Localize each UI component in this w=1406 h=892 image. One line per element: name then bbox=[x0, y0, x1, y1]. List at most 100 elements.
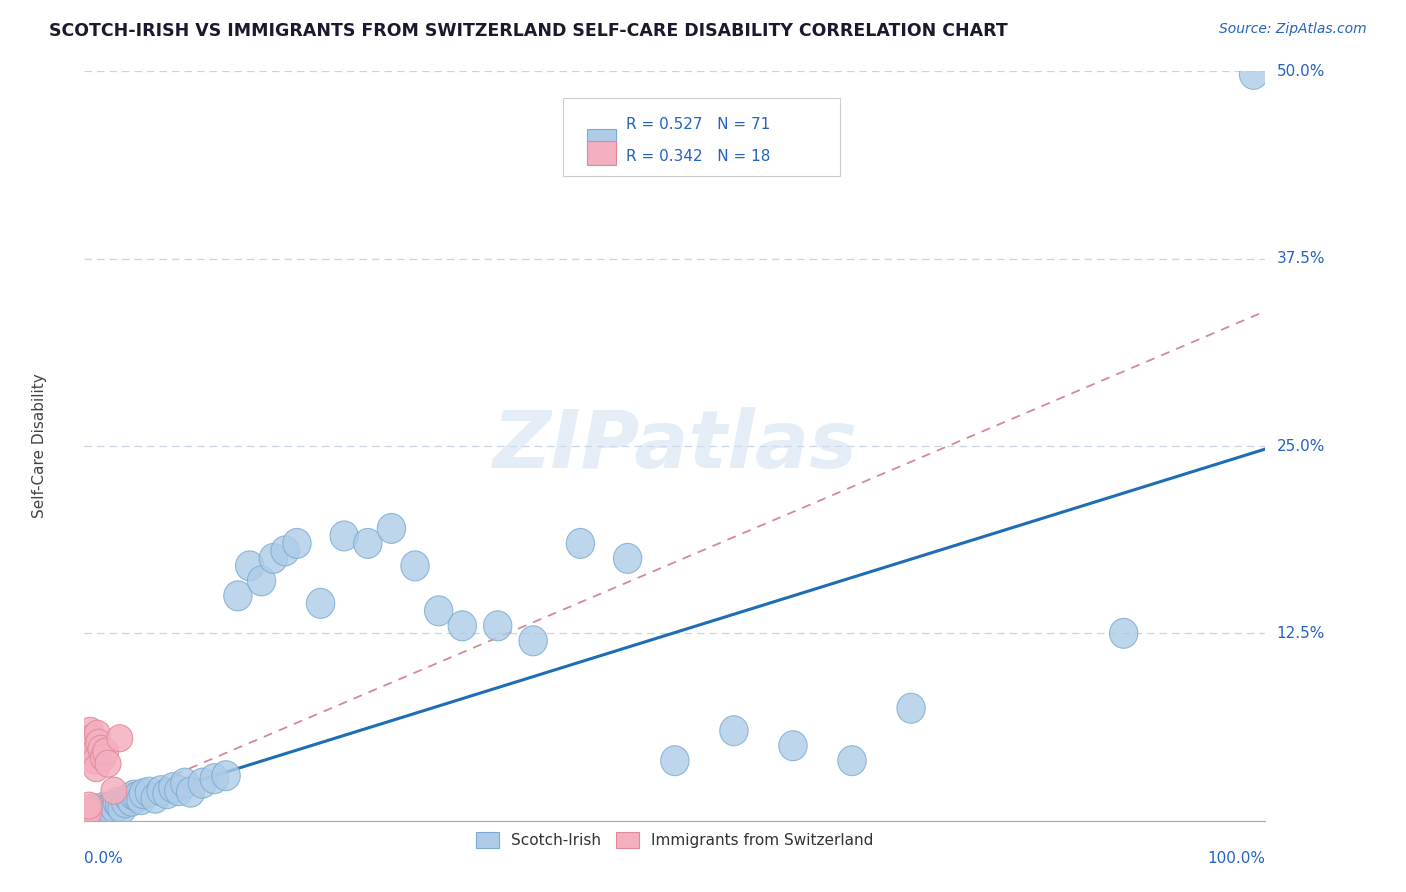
Ellipse shape bbox=[96, 792, 125, 822]
Ellipse shape bbox=[94, 794, 122, 823]
Ellipse shape bbox=[89, 798, 118, 828]
Ellipse shape bbox=[79, 795, 107, 825]
Ellipse shape bbox=[73, 799, 100, 827]
Ellipse shape bbox=[1240, 60, 1268, 89]
Ellipse shape bbox=[91, 797, 120, 827]
FancyBboxPatch shape bbox=[588, 128, 616, 153]
Ellipse shape bbox=[80, 799, 108, 830]
Ellipse shape bbox=[73, 801, 103, 831]
Ellipse shape bbox=[224, 581, 252, 611]
Ellipse shape bbox=[93, 739, 118, 765]
Ellipse shape bbox=[449, 611, 477, 640]
Text: Self-Care Disability: Self-Care Disability bbox=[32, 374, 46, 518]
Ellipse shape bbox=[661, 746, 689, 776]
Ellipse shape bbox=[103, 788, 132, 818]
Ellipse shape bbox=[89, 794, 117, 823]
Text: 25.0%: 25.0% bbox=[1277, 439, 1324, 453]
Ellipse shape bbox=[77, 803, 105, 832]
Ellipse shape bbox=[90, 792, 118, 822]
Ellipse shape bbox=[111, 788, 139, 818]
Ellipse shape bbox=[80, 797, 110, 827]
Ellipse shape bbox=[93, 795, 121, 825]
Ellipse shape bbox=[236, 551, 264, 581]
Ellipse shape bbox=[170, 768, 198, 798]
Text: 0.0%: 0.0% bbox=[84, 851, 124, 866]
Ellipse shape bbox=[115, 783, 143, 814]
Ellipse shape bbox=[148, 776, 176, 805]
Text: 100.0%: 100.0% bbox=[1208, 851, 1265, 866]
Ellipse shape bbox=[135, 777, 163, 807]
Ellipse shape bbox=[101, 794, 129, 823]
Ellipse shape bbox=[73, 798, 101, 828]
Ellipse shape bbox=[271, 536, 299, 566]
Ellipse shape bbox=[159, 772, 187, 803]
Ellipse shape bbox=[124, 781, 152, 812]
Ellipse shape bbox=[188, 768, 217, 798]
Text: R = 0.342   N = 18: R = 0.342 N = 18 bbox=[627, 149, 770, 164]
Ellipse shape bbox=[80, 732, 105, 759]
Ellipse shape bbox=[330, 521, 359, 551]
Ellipse shape bbox=[107, 724, 132, 752]
Ellipse shape bbox=[76, 798, 103, 825]
Ellipse shape bbox=[838, 746, 866, 776]
Ellipse shape bbox=[80, 739, 107, 767]
Ellipse shape bbox=[77, 717, 103, 744]
Ellipse shape bbox=[377, 514, 405, 543]
Ellipse shape bbox=[87, 797, 115, 827]
Ellipse shape bbox=[101, 777, 127, 805]
Ellipse shape bbox=[100, 790, 128, 821]
Text: 12.5%: 12.5% bbox=[1277, 626, 1324, 640]
Ellipse shape bbox=[567, 528, 595, 558]
Ellipse shape bbox=[108, 794, 136, 823]
Ellipse shape bbox=[613, 543, 641, 574]
Ellipse shape bbox=[127, 785, 155, 814]
Ellipse shape bbox=[354, 528, 382, 558]
Ellipse shape bbox=[1109, 618, 1137, 648]
Ellipse shape bbox=[86, 799, 114, 830]
Ellipse shape bbox=[118, 786, 146, 816]
Ellipse shape bbox=[76, 797, 104, 827]
Ellipse shape bbox=[75, 795, 101, 822]
Text: R = 0.527   N = 71: R = 0.527 N = 71 bbox=[627, 117, 770, 132]
Text: 37.5%: 37.5% bbox=[1277, 252, 1324, 266]
Ellipse shape bbox=[283, 528, 311, 558]
Ellipse shape bbox=[484, 611, 512, 640]
Ellipse shape bbox=[425, 596, 453, 626]
Text: Source: ZipAtlas.com: Source: ZipAtlas.com bbox=[1219, 22, 1367, 37]
Ellipse shape bbox=[75, 799, 103, 830]
Ellipse shape bbox=[153, 779, 181, 809]
Ellipse shape bbox=[80, 798, 110, 828]
Ellipse shape bbox=[83, 795, 111, 825]
Text: ZIPatlas: ZIPatlas bbox=[492, 407, 858, 485]
Ellipse shape bbox=[89, 735, 114, 762]
Ellipse shape bbox=[84, 798, 112, 828]
Ellipse shape bbox=[120, 780, 148, 810]
Ellipse shape bbox=[96, 750, 121, 777]
Ellipse shape bbox=[129, 779, 157, 809]
Text: SCOTCH-IRISH VS IMMIGRANTS FROM SWITZERLAND SELF-CARE DISABILITY CORRELATION CHA: SCOTCH-IRISH VS IMMIGRANTS FROM SWITZERL… bbox=[49, 22, 1008, 40]
Text: 50.0%: 50.0% bbox=[1277, 64, 1324, 78]
Ellipse shape bbox=[97, 795, 125, 825]
Ellipse shape bbox=[165, 776, 193, 805]
Ellipse shape bbox=[82, 747, 108, 774]
Ellipse shape bbox=[247, 566, 276, 596]
Ellipse shape bbox=[401, 551, 429, 581]
Ellipse shape bbox=[96, 798, 124, 828]
Ellipse shape bbox=[307, 589, 335, 618]
Ellipse shape bbox=[79, 724, 104, 752]
Ellipse shape bbox=[84, 720, 110, 747]
Ellipse shape bbox=[90, 744, 117, 772]
Ellipse shape bbox=[779, 731, 807, 761]
Ellipse shape bbox=[720, 715, 748, 746]
Ellipse shape bbox=[105, 790, 134, 821]
FancyBboxPatch shape bbox=[588, 141, 616, 165]
Ellipse shape bbox=[897, 693, 925, 723]
Legend: Scotch-Irish, Immigrants from Switzerland: Scotch-Irish, Immigrants from Switzerlan… bbox=[470, 826, 880, 855]
Ellipse shape bbox=[212, 761, 240, 790]
Ellipse shape bbox=[177, 777, 205, 807]
Ellipse shape bbox=[141, 783, 169, 814]
Ellipse shape bbox=[519, 626, 547, 656]
Ellipse shape bbox=[259, 543, 287, 574]
Ellipse shape bbox=[200, 764, 228, 794]
Ellipse shape bbox=[76, 792, 103, 819]
